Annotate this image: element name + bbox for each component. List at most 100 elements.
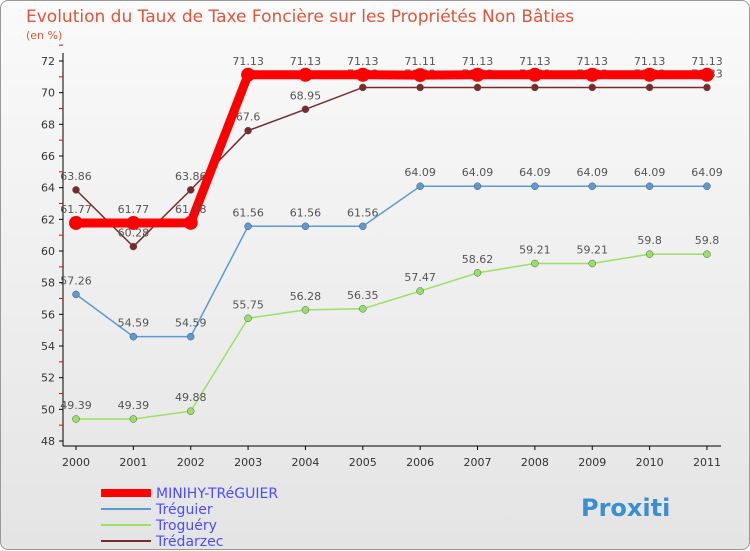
data-point (703, 250, 711, 258)
data-label: 61.56 (232, 206, 264, 219)
data-label: 56.28 (290, 290, 322, 303)
data-point (301, 306, 310, 314)
data-point (416, 83, 424, 92)
data-label: 71.13 (634, 55, 666, 68)
data-point (588, 182, 596, 190)
data-point (301, 105, 310, 114)
data-label: 71.13 (462, 55, 494, 68)
data-point (72, 415, 80, 423)
data-label: 59.8 (695, 234, 720, 247)
data-point (186, 407, 195, 415)
data-point (642, 67, 657, 82)
data-label: 49.39 (60, 399, 92, 412)
data-point (301, 222, 310, 231)
data-point (298, 67, 313, 82)
data-label: 67.6 (236, 111, 261, 124)
data-point (355, 67, 370, 82)
x-tick-label: 2001 (119, 456, 147, 469)
y-tick-label: 52 (41, 372, 55, 385)
data-point (645, 182, 654, 190)
data-point (473, 182, 482, 190)
data-label: 61.78 (175, 203, 207, 216)
data-label: 57.47 (404, 271, 436, 284)
data-point (699, 67, 714, 82)
data-point (470, 67, 485, 82)
y-tick-label: 58 (41, 277, 55, 290)
data-label: 71.13 (519, 55, 551, 68)
data-point (416, 182, 424, 190)
data-label: 63.86 (60, 170, 92, 183)
series-line (76, 70, 707, 228)
data-point (129, 332, 138, 341)
data-point (69, 215, 83, 230)
data-label: 71.13 (691, 55, 723, 68)
data-label: 56.35 (347, 289, 379, 302)
data-point (588, 83, 596, 92)
x-tick-label: 2009 (578, 456, 606, 469)
data-point (527, 67, 542, 82)
x-tick-label: 2008 (521, 456, 549, 469)
data-point (359, 83, 367, 92)
y-tick-label: 72 (41, 55, 55, 68)
data-label: 61.56 (290, 206, 322, 219)
data-point (241, 67, 256, 82)
data-point (588, 259, 596, 268)
x-tick-label: 2003 (234, 456, 262, 469)
data-point (183, 215, 198, 230)
data-point (359, 222, 367, 231)
y-tick-label: 68 (41, 118, 55, 131)
legend-label: Tréguier (155, 502, 213, 518)
data-label: 60.28 (118, 227, 150, 240)
chart-title: Evolution du Taux de Taxe Foncière sur l… (26, 7, 575, 27)
proxiti-logo: Proxiti (581, 494, 670, 522)
legend-label: MINIHY-TRéGUIER (156, 486, 278, 502)
data-label: 59.8 (637, 234, 662, 247)
y-tick-label: 66 (41, 150, 55, 163)
data-label: 64.09 (691, 166, 723, 179)
data-point (531, 259, 539, 268)
x-tick-label: 2007 (464, 456, 492, 469)
data-label: 61.56 (347, 206, 379, 219)
legend-label: Troguéry (155, 518, 217, 534)
data-label: 49.39 (118, 399, 150, 412)
data-point (645, 83, 654, 92)
data-point (645, 250, 654, 258)
data-label: 68.95 (290, 89, 322, 102)
x-tick-label: 2002 (177, 456, 205, 469)
data-label: 64.09 (404, 166, 436, 179)
x-tick-label: 2011 (693, 456, 721, 469)
data-point (244, 126, 252, 135)
y-tick-label: 62 (41, 213, 55, 226)
y-tick-label: 70 (41, 87, 55, 100)
series-line (76, 253, 707, 420)
y-tick-label: 60 (41, 245, 55, 258)
data-label: 64.09 (462, 166, 494, 179)
data-point (72, 290, 80, 299)
data-point (473, 269, 482, 277)
data-point (129, 242, 138, 251)
data-point (585, 67, 600, 82)
data-point (129, 415, 138, 423)
x-tick-label: 2010 (636, 456, 664, 469)
data-label: 58.62 (462, 253, 494, 266)
data-label: 71.13 (232, 55, 264, 68)
data-point (531, 83, 539, 92)
series-line (75, 185, 707, 338)
data-label: 49.88 (175, 391, 207, 404)
data-label: 61.77 (118, 203, 150, 216)
data-label: 71.13 (290, 55, 322, 68)
y-unit-label: (en %) (26, 29, 63, 42)
data-label: 63.86 (175, 170, 207, 183)
data-label: 64.09 (519, 166, 551, 179)
data-label: 71.13 (576, 55, 608, 68)
data-label: 55.75 (232, 298, 264, 311)
y-tick-label: 50 (41, 403, 55, 416)
data-point (72, 186, 80, 194)
data-label: 54.59 (118, 317, 150, 330)
data-point (186, 332, 195, 341)
data-label: 61.77 (60, 203, 92, 216)
x-tick-label: 2006 (406, 456, 434, 469)
series-line (75, 86, 707, 248)
